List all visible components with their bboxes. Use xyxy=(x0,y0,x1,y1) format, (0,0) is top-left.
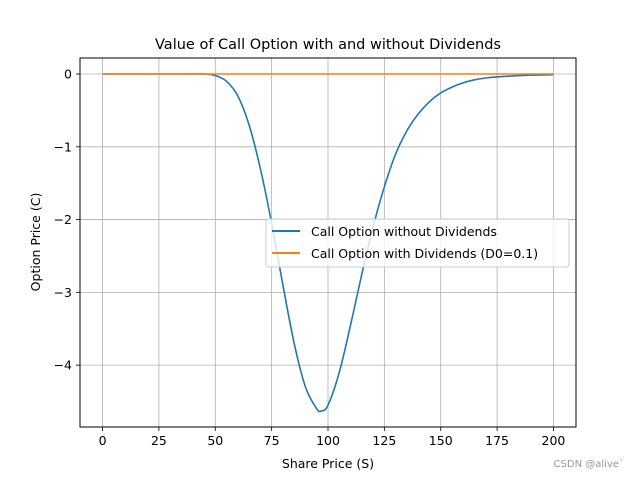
x-tick-label: 175 xyxy=(485,433,509,448)
x-tick-label: 125 xyxy=(372,433,396,448)
y-tick-label: −3 xyxy=(54,285,72,300)
y-axis-ticks: 0 −1 −2 −3 −4 xyxy=(54,67,80,373)
plot-lines xyxy=(102,73,554,413)
y-tick-label: −2 xyxy=(54,212,72,227)
series-line-without-dividends xyxy=(102,73,554,413)
y-tick-label: 0 xyxy=(64,67,72,82)
x-tick-label: 25 xyxy=(151,433,167,448)
legend-label-without-dividends: Call Option without Dividends xyxy=(311,224,497,239)
legend-box xyxy=(265,218,570,268)
watermark-text: CSDN @alive` xyxy=(553,459,624,470)
x-tick-label: 150 xyxy=(429,433,453,448)
x-axis-ticks: 0 25 50 75 100 125 150 175 200 xyxy=(99,427,566,448)
x-tick-label: 100 xyxy=(316,433,340,448)
y-axis-label: Option Price (C) xyxy=(28,193,43,292)
legend: Call Option without Dividends Call Optio… xyxy=(265,218,570,268)
x-tick-label: 50 xyxy=(207,433,223,448)
x-axis-label: Share Price (S) xyxy=(282,456,374,471)
y-tick-label: −4 xyxy=(54,358,72,373)
legend-label-with-dividends: Call Option with Dividends (D0=0.1) xyxy=(311,246,538,261)
x-tick-label: 75 xyxy=(264,433,280,448)
y-tick-label: −1 xyxy=(54,139,72,154)
chart-title: Value of Call Option with and without Di… xyxy=(155,37,501,53)
x-tick-label: 200 xyxy=(542,433,566,448)
x-tick-label: 0 xyxy=(99,433,107,448)
